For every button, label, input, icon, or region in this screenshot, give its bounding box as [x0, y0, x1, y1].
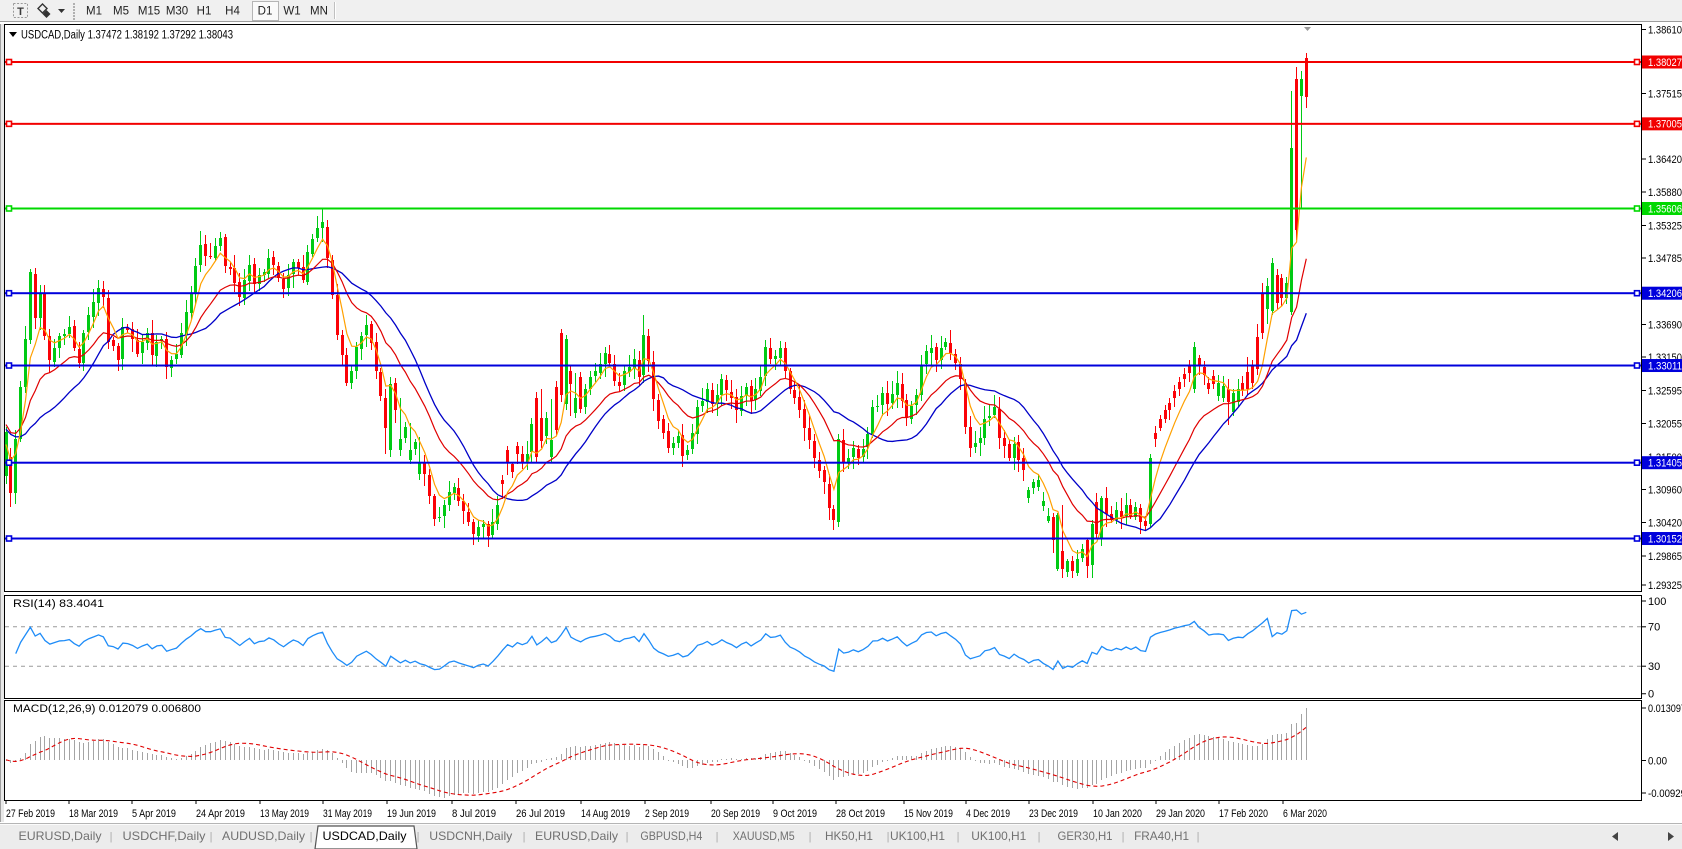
svg-text:27 Feb 2019: 27 Feb 2019: [6, 808, 55, 820]
svg-text:W1: W1: [283, 6, 300, 18]
svg-text:30: 30: [1648, 661, 1660, 673]
svg-text:8 Jul 2019: 8 Jul 2019: [452, 808, 496, 820]
svg-text:29 Jan 2020: 29 Jan 2020: [1156, 808, 1205, 820]
svg-text:14 Aug 2019: 14 Aug 2019: [581, 808, 630, 820]
svg-text:H1: H1: [197, 6, 212, 18]
svg-text:23 Dec 2019: 23 Dec 2019: [1029, 808, 1078, 820]
svg-text:20 Sep 2019: 20 Sep 2019: [711, 808, 760, 820]
svg-text:1.32595: 1.32595: [1648, 385, 1682, 397]
svg-text:1.32055: 1.32055: [1648, 418, 1682, 430]
svg-text:1.33011: 1.33011: [1648, 360, 1682, 372]
svg-text:26 Jul 2019: 26 Jul 2019: [516, 808, 565, 820]
svg-text:GBPUSD,H4: GBPUSD,H4: [640, 829, 702, 843]
svg-text:1.31405: 1.31405: [1648, 457, 1682, 469]
svg-text:M1: M1: [86, 6, 102, 18]
svg-text:100: 100: [1648, 596, 1666, 608]
svg-text:MN: MN: [310, 6, 328, 18]
svg-text:1.29865: 1.29865: [1648, 551, 1682, 563]
svg-text:M5: M5: [113, 6, 129, 18]
svg-text:|: |: [1038, 831, 1041, 843]
svg-text:1.35880: 1.35880: [1648, 187, 1682, 199]
svg-text:1.36420: 1.36420: [1648, 154, 1682, 166]
svg-text:10 Jan 2020: 10 Jan 2020: [1093, 808, 1142, 820]
svg-text:9 Oct 2019: 9 Oct 2019: [773, 808, 817, 820]
svg-text:24 Apr 2019: 24 Apr 2019: [196, 808, 245, 820]
svg-text:XAUUSD,M5: XAUUSD,M5: [733, 829, 795, 843]
svg-text:T: T: [17, 6, 24, 18]
svg-text:|: |: [1122, 831, 1125, 843]
svg-text:1.33690: 1.33690: [1648, 319, 1682, 331]
svg-text:1.30152: 1.30152: [1648, 533, 1682, 545]
svg-text:1.30420: 1.30420: [1648, 517, 1682, 529]
svg-text:HK50,H1: HK50,H1: [825, 829, 873, 843]
svg-text:1.30960: 1.30960: [1648, 484, 1682, 496]
svg-text:EURUSD,Daily: EURUSD,Daily: [535, 829, 618, 843]
svg-text:|: |: [110, 831, 113, 843]
svg-text:UK100,H1: UK100,H1: [971, 829, 1026, 843]
svg-text:18 Mar 2019: 18 Mar 2019: [69, 808, 118, 820]
svg-text:15 Nov 2019: 15 Nov 2019: [904, 808, 953, 820]
svg-text:M30: M30: [166, 6, 188, 18]
svg-text:31 May 2019: 31 May 2019: [323, 808, 372, 820]
svg-text:0.00: 0.00: [1648, 755, 1667, 767]
svg-text:1.37005: 1.37005: [1648, 119, 1682, 131]
svg-text:|: |: [626, 831, 629, 843]
svg-text:|: |: [417, 831, 420, 843]
svg-text:UK100,H1: UK100,H1: [890, 829, 945, 843]
svg-text:1.35325: 1.35325: [1648, 220, 1682, 232]
svg-text:6 Mar 2020: 6 Mar 2020: [1283, 808, 1327, 820]
svg-text:1.38610: 1.38610: [1648, 24, 1682, 36]
svg-text:4 Dec 2019: 4 Dec 2019: [966, 808, 1010, 820]
svg-text:RSI(14) 83.4041: RSI(14) 83.4041: [13, 598, 104, 610]
svg-text:1.29325: 1.29325: [1648, 580, 1682, 592]
svg-text:1.34785: 1.34785: [1648, 253, 1682, 265]
svg-text:H4: H4: [225, 6, 240, 18]
svg-text:1.38027: 1.38027: [1648, 57, 1682, 69]
svg-text:|: |: [310, 831, 313, 843]
svg-text:1.34206: 1.34206: [1648, 288, 1682, 300]
svg-text:5 Apr 2019: 5 Apr 2019: [132, 808, 176, 820]
svg-text:AUDUSD,Daily: AUDUSD,Daily: [222, 829, 305, 843]
svg-text:|: |: [809, 831, 812, 843]
svg-text:|: |: [523, 831, 526, 843]
svg-text:EURUSD,Daily: EURUSD,Daily: [19, 829, 102, 843]
svg-text:0.013097: 0.013097: [1648, 703, 1682, 715]
svg-text:19 Jun 2019: 19 Jun 2019: [387, 808, 436, 820]
svg-text:USDCNH,Daily: USDCNH,Daily: [429, 829, 512, 843]
svg-text:|: |: [210, 831, 213, 843]
svg-text:USDCAD,Daily 1.37472 1.38192: USDCAD,Daily 1.37472 1.38192 1.37292 1.3…: [21, 30, 233, 42]
svg-text:2 Sep 2019: 2 Sep 2019: [645, 808, 689, 820]
svg-text:28 Oct 2019: 28 Oct 2019: [836, 808, 885, 820]
svg-text:|: |: [887, 831, 890, 843]
svg-text:M15: M15: [138, 6, 160, 18]
svg-text:GER30,H1: GER30,H1: [1058, 829, 1113, 843]
svg-text:70: 70: [1648, 622, 1660, 634]
svg-text:|: |: [957, 831, 960, 843]
svg-text:1.37515: 1.37515: [1648, 88, 1682, 100]
svg-text:|: |: [1197, 831, 1200, 843]
svg-text:USDCHF,Daily: USDCHF,Daily: [123, 829, 206, 843]
svg-text:17 Feb 2020: 17 Feb 2020: [1219, 808, 1268, 820]
svg-text:1.35606: 1.35606: [1648, 203, 1682, 215]
svg-text:-0.00929: -0.00929: [1648, 788, 1682, 800]
svg-text:D1: D1: [258, 6, 273, 18]
svg-text:|: |: [716, 831, 719, 843]
svg-text:USDCAD,Daily: USDCAD,Daily: [323, 829, 407, 843]
svg-text:0: 0: [1648, 689, 1654, 701]
svg-text:FRA40,H1: FRA40,H1: [1134, 829, 1189, 843]
svg-text:MACD(12,26,9) 0.012079 0.00680: MACD(12,26,9) 0.012079 0.006800: [13, 703, 201, 715]
svg-text:13 May 2019: 13 May 2019: [260, 808, 309, 820]
